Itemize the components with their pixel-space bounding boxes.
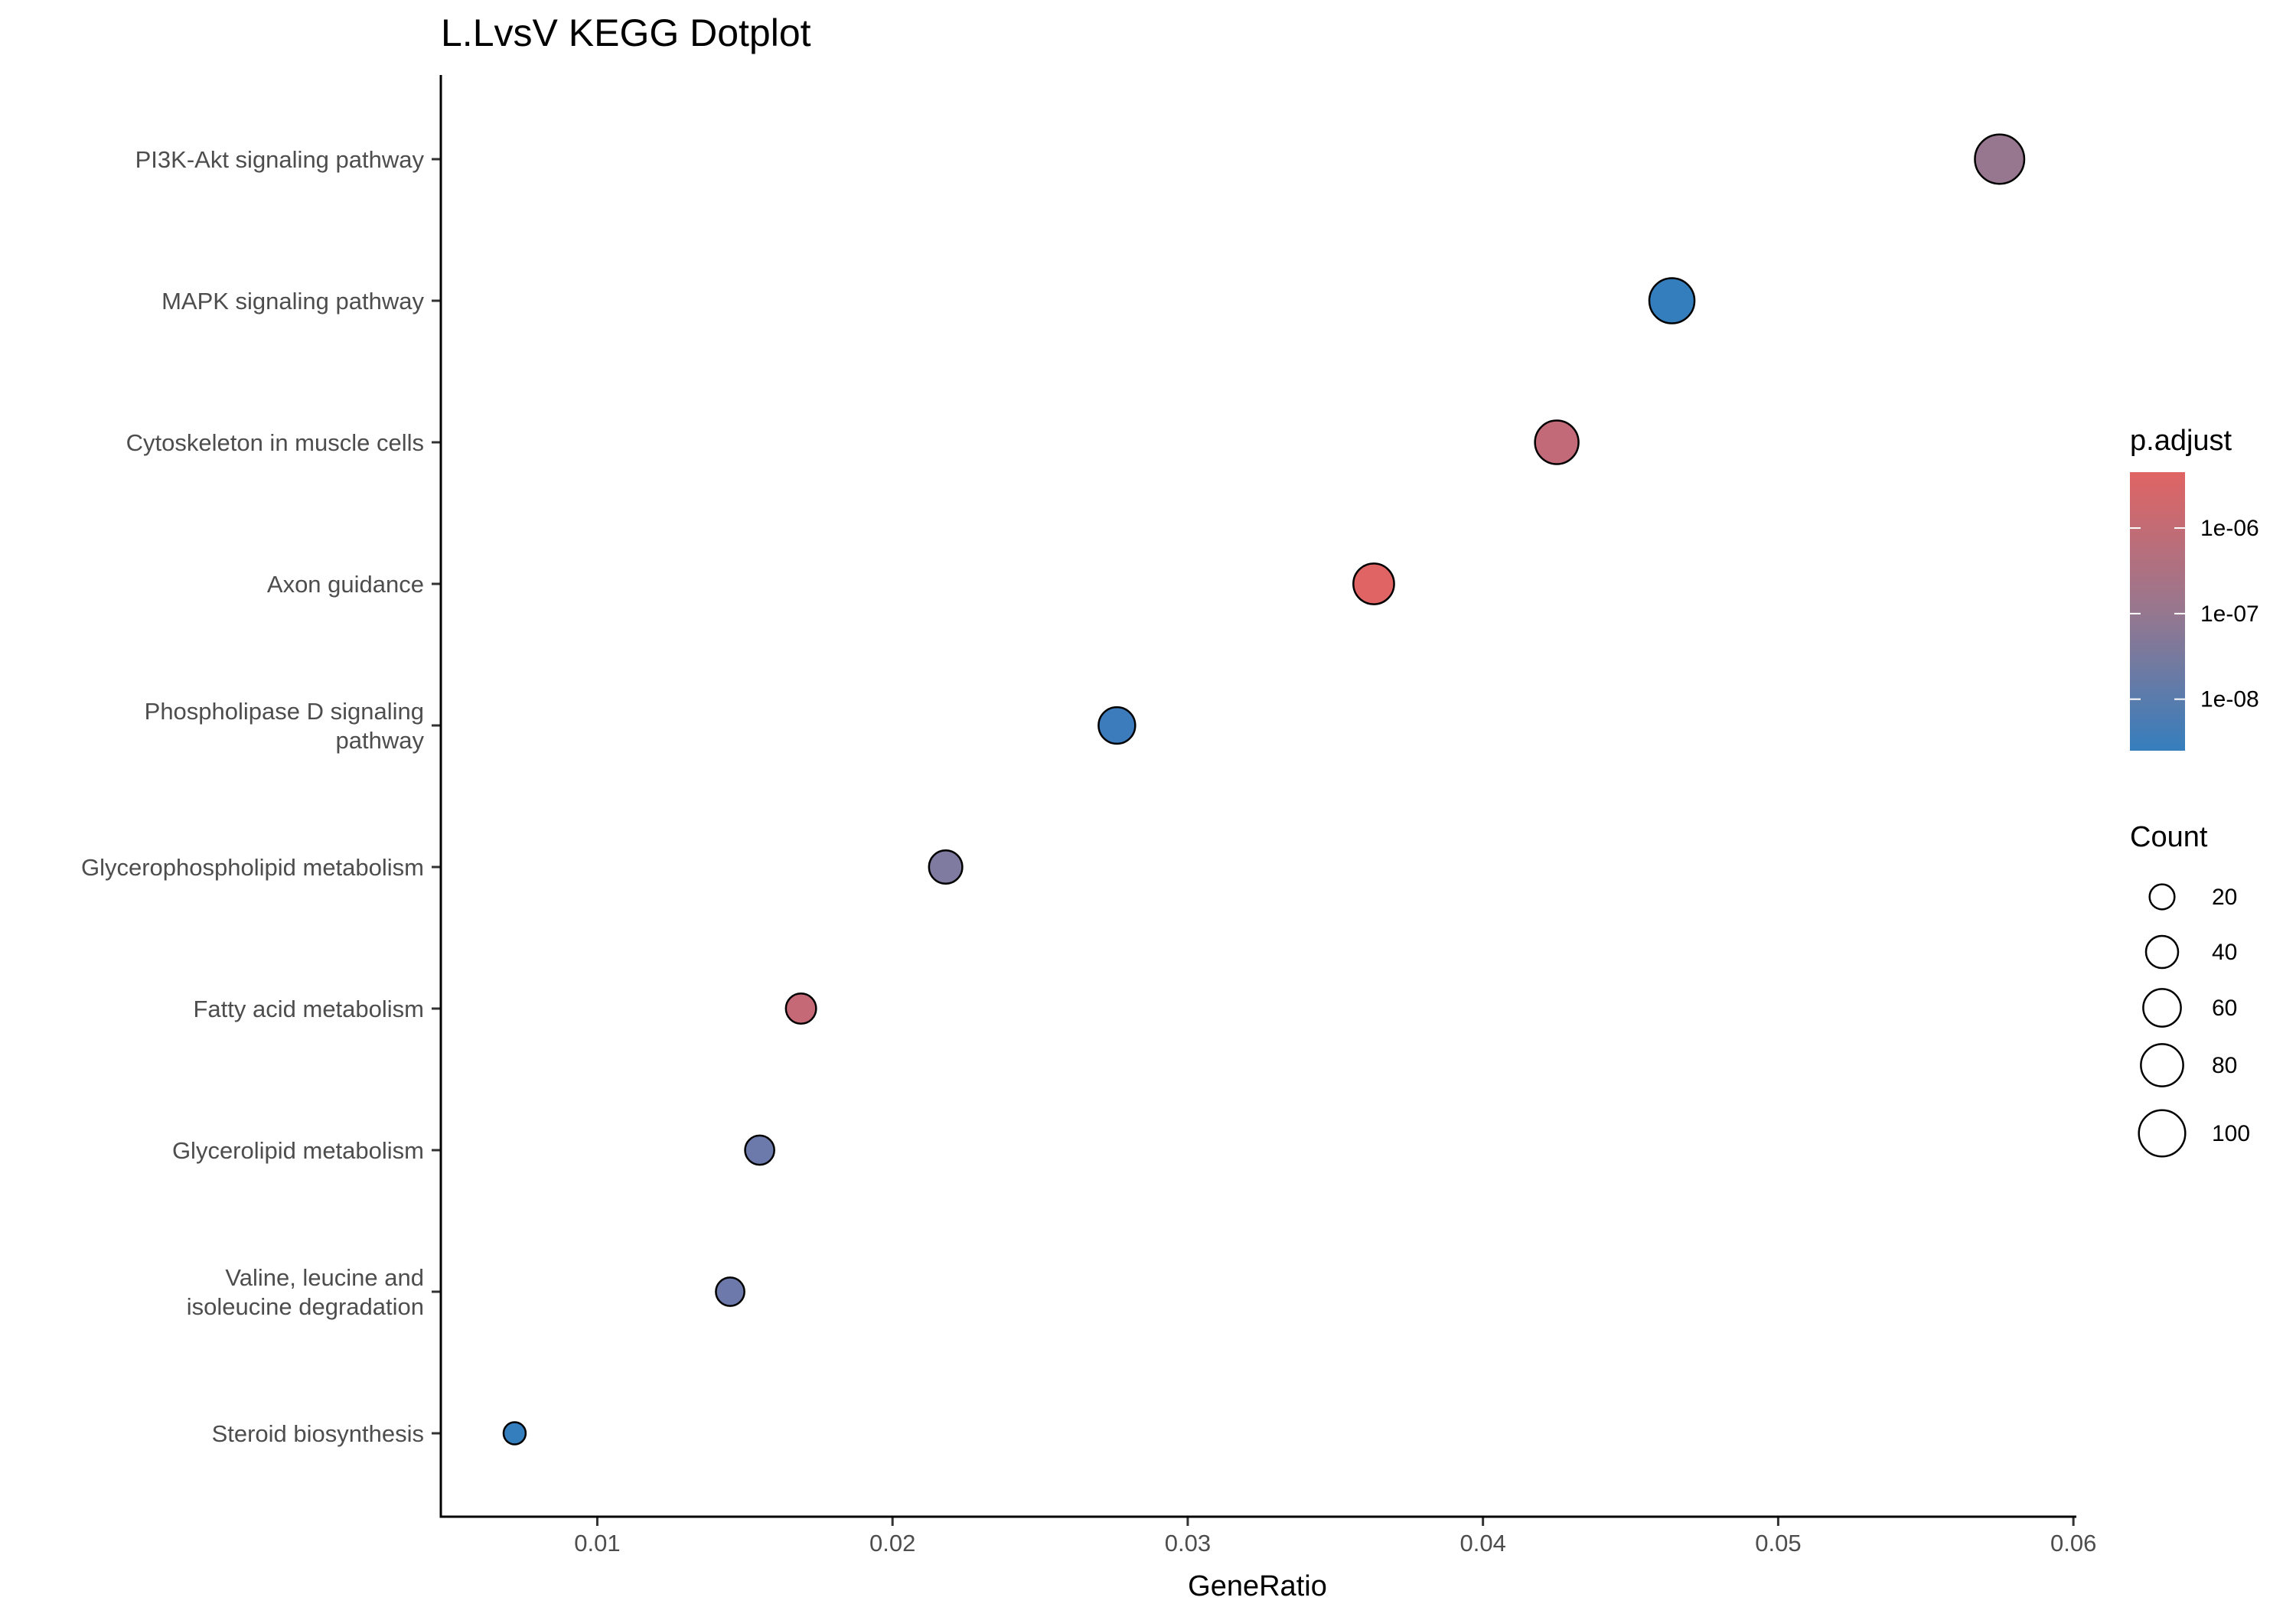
legend-size-title: Count: [2130, 821, 2208, 853]
y-tick-label: Valine, leucine and: [225, 1264, 424, 1291]
x-tick-label: 0.02: [869, 1530, 915, 1556]
legend-p-adjust: p.adjust 1e-08 1e-07 1e-06: [2130, 425, 2259, 751]
y-tick-label: Phospholipase D signaling: [145, 698, 424, 725]
points-layer: [502, 133, 2026, 1446]
data-point: [1352, 562, 1395, 605]
y-tick-label: PI3K-Akt signaling pathway: [135, 146, 425, 173]
x-axis-ticks: 0.01 0.02 0.03 0.04 0.05 0.06: [574, 1517, 2096, 1556]
data-point: [1974, 133, 2026, 185]
x-tick-label: 0.06: [2050, 1530, 2096, 1556]
y-tick-label: isoleucine degradation: [187, 1293, 424, 1320]
legend-color-bar: [2130, 472, 2185, 751]
y-tick-label: Axon guidance: [267, 571, 424, 598]
y-tick-label: MAPK signaling pathway: [161, 288, 424, 315]
legend-color-label: 1e-06: [2200, 516, 2259, 541]
y-tick-label: Glycerolipid metabolism: [172, 1137, 424, 1164]
data-point: [928, 849, 964, 885]
legend-size-label: 60: [2212, 996, 2237, 1021]
legend-size-label: 40: [2212, 940, 2237, 965]
legend-color-ticks: 1e-08 1e-07 1e-06: [2130, 516, 2259, 712]
legend-size-label: 80: [2212, 1053, 2237, 1078]
y-tick-label: Fatty acid metabolism: [194, 996, 425, 1022]
y-tick-label: Glycerophospholipid metabolism: [81, 854, 424, 881]
chart-title: L.LvsV KEGG Dotplot: [441, 11, 811, 54]
x-tick-label: 0.04: [1459, 1530, 1505, 1556]
legend-size-label: 20: [2212, 885, 2237, 910]
y-tick-label: Cytoskeleton in muscle cells: [126, 429, 424, 456]
legend-size-key: [2148, 883, 2176, 911]
x-tick-label: 0.03: [1165, 1530, 1211, 1556]
legend-size-key: [2144, 934, 2180, 970]
x-tick-label: 0.01: [574, 1530, 620, 1556]
x-tick-label: 0.05: [1755, 1530, 1801, 1556]
legend-size-label: 100: [2212, 1121, 2250, 1146]
y-tick-label: Steroid biosynthesis: [212, 1420, 424, 1447]
y-tick-label: pathway: [336, 727, 425, 754]
data-point: [1648, 277, 1696, 324]
legend-color-title: p.adjust: [2130, 425, 2232, 457]
data-point: [784, 992, 817, 1025]
data-point: [502, 1421, 527, 1446]
legend-color-label: 1e-08: [2200, 687, 2259, 712]
data-point: [1534, 419, 1580, 465]
y-axis-ticks: PI3K-Akt signaling pathway MAPK signaling…: [81, 146, 441, 1447]
legend-color-label: 1e-07: [2200, 601, 2259, 627]
legend-count: Count 20 40 60 80 100: [2130, 821, 2250, 1158]
legend-size-key: [2142, 988, 2182, 1028]
x-axis-title: GeneRatio: [1188, 1570, 1327, 1602]
data-point: [715, 1276, 745, 1307]
legend-size-key: [2138, 1109, 2187, 1158]
legend-size-key: [2140, 1043, 2184, 1087]
data-point: [1097, 706, 1137, 745]
data-point: [744, 1134, 775, 1166]
legend-size-items: 20 40 60 80 100: [2138, 883, 2250, 1158]
